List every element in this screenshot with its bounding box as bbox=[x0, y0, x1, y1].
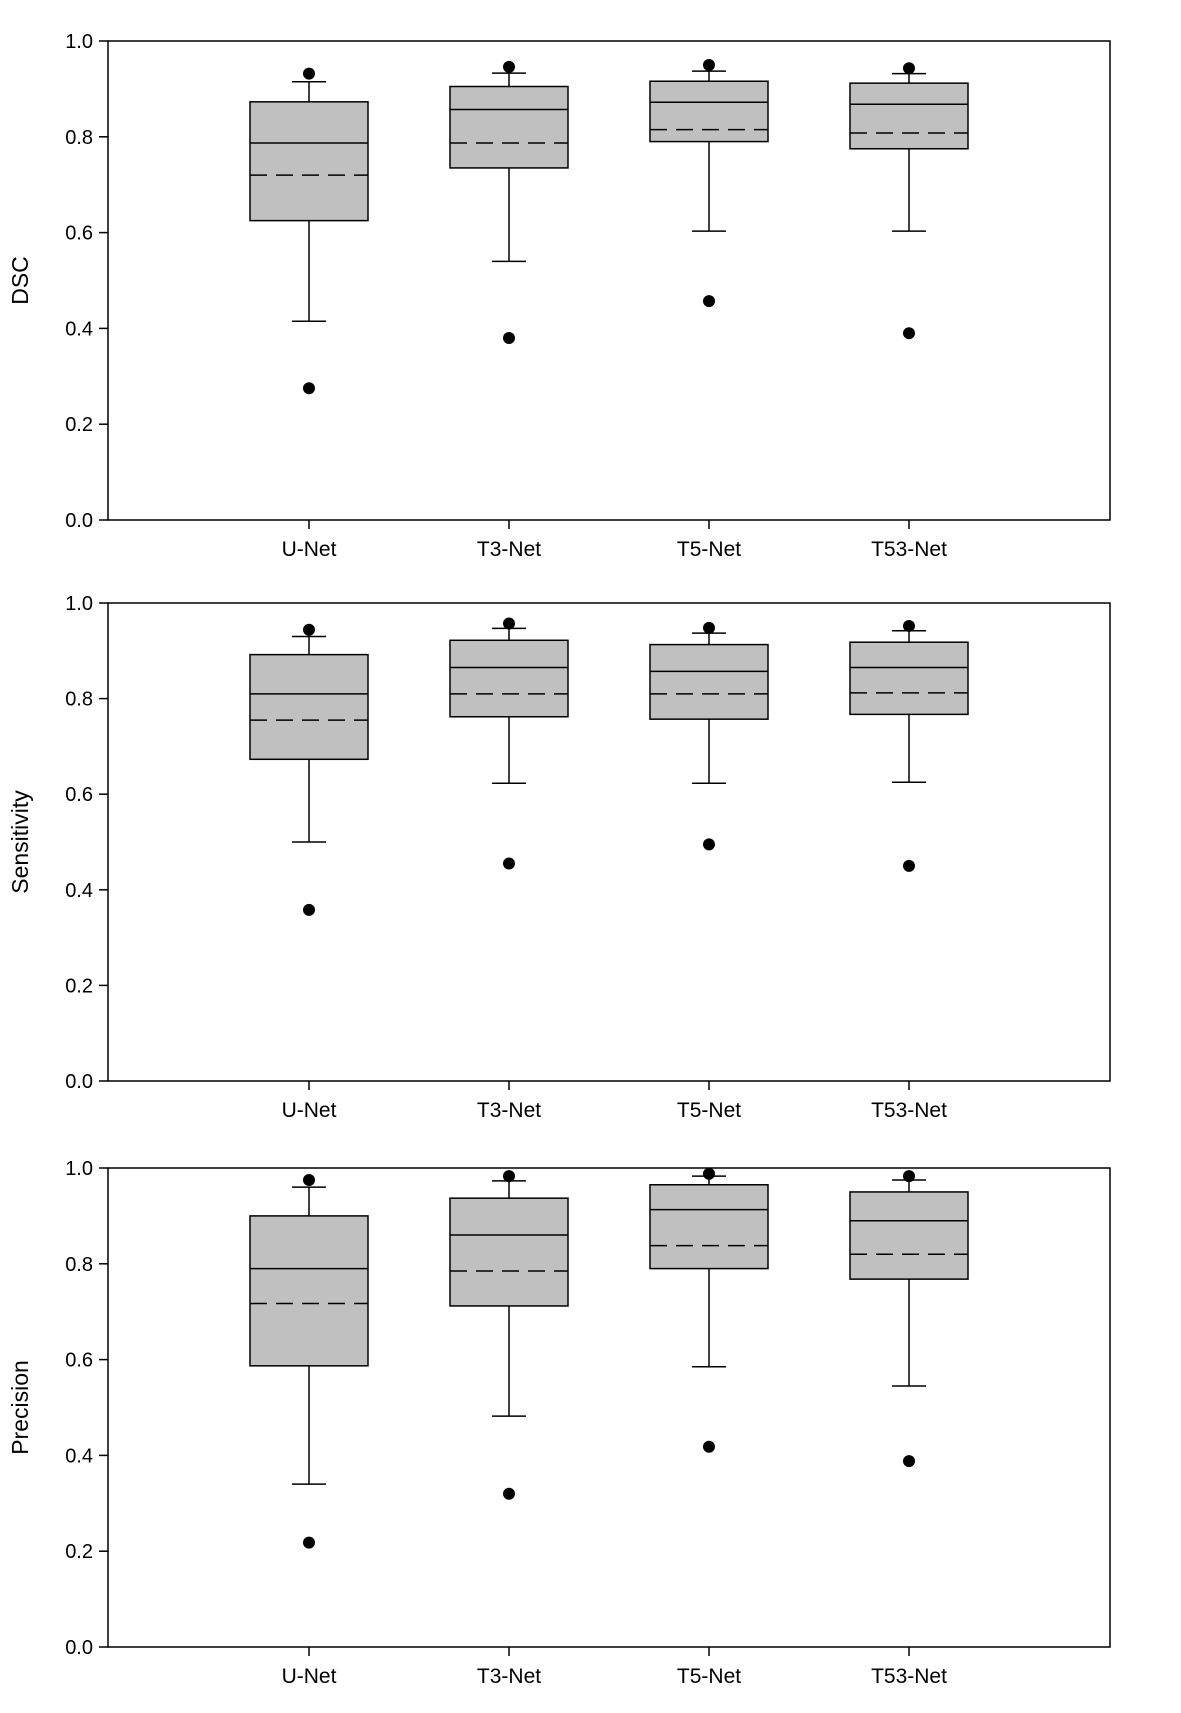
y-tick-label: 0.0 bbox=[65, 510, 93, 532]
y-tick-label: 1.0 bbox=[65, 1158, 93, 1180]
outlier-point bbox=[303, 67, 315, 80]
box-body bbox=[849, 1191, 969, 1280]
box-T53-Net bbox=[849, 1170, 969, 1468]
outlier-point bbox=[503, 331, 515, 344]
box-body bbox=[249, 101, 369, 222]
outlier-point bbox=[303, 1536, 315, 1549]
box-T3-Net bbox=[449, 60, 569, 344]
x-tick-label: T53-Net bbox=[871, 1665, 947, 1688]
y-tick-label: 0.2 bbox=[65, 414, 93, 436]
box-U-Net bbox=[249, 623, 369, 916]
box-body bbox=[249, 1215, 369, 1367]
box-body bbox=[849, 82, 969, 150]
y-tick-label: 0.4 bbox=[65, 880, 93, 902]
box-T3-Net bbox=[449, 617, 569, 870]
x-tick-label: T3-Net bbox=[477, 1665, 541, 1688]
outlier-point bbox=[503, 1487, 515, 1500]
outlier-point bbox=[303, 382, 315, 395]
outlier-point bbox=[503, 1170, 515, 1183]
x-tick-label: U-Net bbox=[282, 1099, 337, 1122]
x-tick-label: T5-Net bbox=[677, 1099, 741, 1122]
chart-panel-2: 0.0 0.2 0.4 0.6 0.8 1.0 Sensitivity U-Net T3-Net… bbox=[7, 593, 1111, 1122]
box-body bbox=[649, 643, 769, 720]
outlier-point bbox=[903, 62, 915, 75]
outlier-point bbox=[703, 621, 715, 634]
outlier-point bbox=[903, 1455, 915, 1468]
outlier-point bbox=[503, 857, 515, 870]
x-tick-label: U-Net bbox=[282, 1665, 337, 1688]
box-body bbox=[649, 1184, 769, 1270]
box-U-Net bbox=[249, 1173, 369, 1549]
box-T5-Net bbox=[649, 1167, 769, 1453]
chart-panel-1: 0.0 0.2 0.4 0.6 0.8 1.0 DSC U-Net T3-Net T5-Net T5… bbox=[7, 31, 1111, 561]
y-tick-label: 0.4 bbox=[65, 318, 93, 340]
y-axis-label: Sensitivity bbox=[7, 790, 33, 894]
box-T53-Net bbox=[849, 619, 969, 872]
y-tick-label: 0.6 bbox=[65, 784, 93, 806]
y-axis-label: DSC bbox=[7, 256, 33, 305]
x-tick-label: T5-Net bbox=[677, 538, 741, 561]
x-tick-label: T5-Net bbox=[677, 1665, 741, 1688]
y-tick-label: 0.2 bbox=[65, 975, 93, 997]
box-body bbox=[449, 639, 569, 718]
plot-frame bbox=[107, 40, 1111, 521]
outlier-point bbox=[703, 58, 715, 71]
box-body bbox=[849, 641, 969, 716]
y-tick-label: 1.0 bbox=[65, 31, 93, 53]
box-body bbox=[449, 85, 569, 169]
box-body bbox=[649, 80, 769, 143]
y-tick-label: 0.2 bbox=[65, 1541, 93, 1563]
plot-frame bbox=[107, 602, 1111, 1082]
y-tick-label: 0.6 bbox=[65, 1350, 93, 1372]
outlier-point bbox=[303, 903, 315, 916]
outlier-point bbox=[703, 295, 715, 308]
y-tick-label: 0.8 bbox=[65, 127, 93, 149]
y-tick-label: 0.0 bbox=[65, 1071, 93, 1093]
y-tick-label: 1.0 bbox=[65, 593, 93, 615]
outlier-point bbox=[903, 619, 915, 632]
plot-frame bbox=[107, 1167, 1111, 1648]
outlier-point bbox=[703, 838, 715, 851]
x-tick-label: T53-Net bbox=[871, 1099, 947, 1122]
x-tick-label: T3-Net bbox=[477, 538, 541, 561]
outlier-point bbox=[503, 60, 515, 73]
outlier-point bbox=[303, 1173, 315, 1186]
outlier-point bbox=[903, 1170, 915, 1183]
box-T5-Net bbox=[649, 621, 769, 851]
outlier-point bbox=[703, 1440, 715, 1453]
box-T5-Net bbox=[649, 58, 769, 308]
x-tick-label: T53-Net bbox=[871, 538, 947, 561]
box-body bbox=[249, 653, 369, 761]
x-tick-label: U-Net bbox=[282, 538, 337, 561]
box-U-Net bbox=[249, 67, 369, 395]
outlier-point bbox=[703, 1167, 715, 1180]
y-tick-label: 0.4 bbox=[65, 1445, 93, 1467]
box-T53-Net bbox=[849, 62, 969, 340]
y-tick-label: 0.0 bbox=[65, 1637, 93, 1659]
outlier-point bbox=[503, 617, 515, 630]
x-tick-label: T3-Net bbox=[477, 1099, 541, 1122]
y-tick-label: 0.8 bbox=[65, 689, 93, 711]
box-T3-Net bbox=[449, 1170, 569, 1500]
y-tick-label: 0.8 bbox=[65, 1254, 93, 1276]
chart-panel-3: 0.0 0.2 0.4 0.6 0.8 1.0 Precision U-Net T3-Net T5… bbox=[7, 1158, 1111, 1688]
y-axis-label: Precision bbox=[7, 1360, 33, 1455]
outlier-point bbox=[903, 859, 915, 872]
outlier-point bbox=[303, 623, 315, 636]
box-body bbox=[449, 1197, 569, 1307]
outlier-point bbox=[903, 327, 915, 340]
y-tick-label: 0.6 bbox=[65, 223, 93, 245]
